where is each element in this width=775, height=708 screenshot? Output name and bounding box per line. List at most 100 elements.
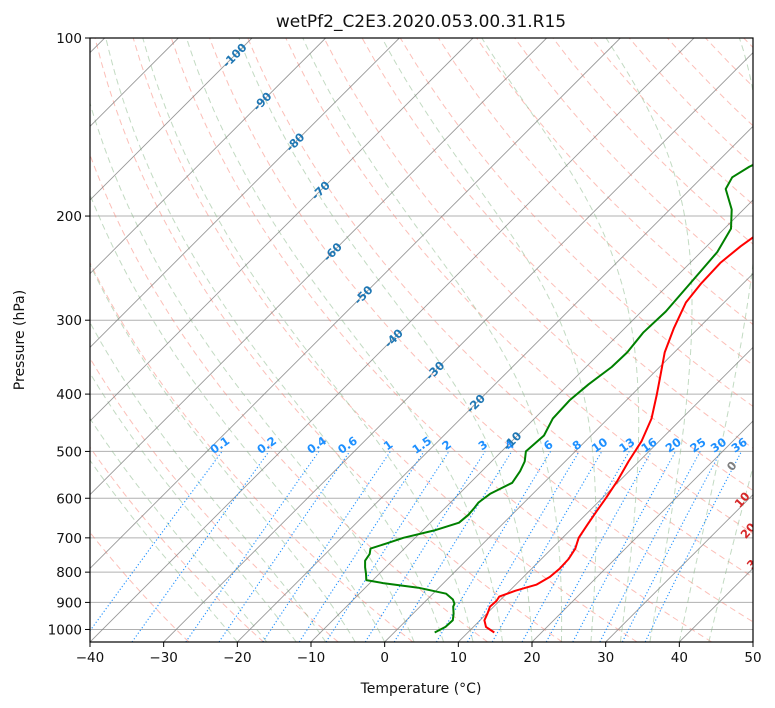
isotherm-line: [679, 567, 753, 642]
dry-adiabat-line: [90, 446, 264, 642]
moist-adiabat-line: [605, 38, 693, 642]
dry-adiabat-line: [90, 531, 190, 642]
isotherm-line: [90, 38, 400, 348]
moist-adiabat-line: [90, 417, 268, 642]
dry-adiabat-line: [90, 153, 488, 642]
mixing-ratio-line: [298, 451, 425, 642]
moist-adiabat-line: [708, 465, 753, 642]
moist-adiabat-line: [481, 38, 640, 642]
dewpoint-profile-line: [364, 163, 753, 634]
y-tick-label: 1000: [48, 622, 82, 638]
mixing-ratio-label: 36: [729, 435, 750, 456]
isotherm-line: [90, 38, 695, 642]
mixing-ratio-line: [467, 451, 580, 642]
x-tick-label: 30: [597, 650, 614, 666]
x-tick-label: −10: [297, 650, 326, 666]
mixing-ratio-line: [364, 451, 486, 642]
dry-adiabat-line: [90, 261, 414, 642]
dry-adiabat-line: [247, 38, 753, 578]
moist-adiabat-label: 30: [744, 551, 765, 572]
isotherm-line: [752, 641, 753, 642]
moist-adiabat-line: [90, 321, 327, 642]
isotherm-line: [384, 273, 753, 642]
moist-adiabat-line: [302, 38, 563, 642]
moist-adiabat-line: [90, 372, 297, 642]
mixing-ratio-label: 16: [638, 435, 659, 456]
x-tick-label: −30: [149, 650, 178, 666]
moist-adiabat-label: 40: [761, 577, 775, 598]
mixing-ratio-line: [262, 451, 391, 642]
y-tick-label: 200: [56, 209, 82, 225]
dry-adiabat-line: [94, 38, 563, 642]
mixing-ratio-label: 25: [687, 435, 708, 456]
dry-adiabat-line: [132, 38, 638, 642]
isotherm-line: [237, 125, 753, 642]
dry-adiabat-line: [667, 38, 753, 127]
x-tick-label: −40: [76, 650, 105, 666]
dry-adiabat-line: [590, 38, 753, 206]
moist-adiabat-line: [186, 38, 503, 642]
mixing-ratio-label: 1: [381, 437, 396, 453]
isotherm-line: [90, 38, 474, 422]
mixing-ratio-label: 0.1: [207, 434, 232, 457]
mixing-ratio-line: [491, 451, 603, 642]
mixing-ratio-label: 0.6: [335, 434, 360, 457]
dry-adiabat-line: [705, 38, 753, 88]
dry-adiabat-line: [90, 357, 339, 642]
isotherm-line: [458, 346, 753, 642]
dry-adiabat-line: [323, 38, 753, 492]
x-tick-label: 10: [450, 650, 467, 666]
mixing-ratio-label: 0.4: [304, 434, 329, 457]
plot-frame: [89, 37, 754, 643]
chart-title: wetPf2_C2E3.2020.053.00.31.R15: [276, 12, 566, 32]
moist-adiabat-line: [90, 193, 386, 642]
x-tick-label: −20: [223, 650, 252, 666]
isotherm-line: [531, 420, 753, 642]
x-tick-label: 40: [671, 650, 688, 666]
moist-adiabat-line: [142, 38, 474, 642]
y-tick-label: 500: [56, 444, 82, 460]
moist-adiabat-line: [238, 38, 533, 642]
temperature-profile-line: [483, 236, 753, 634]
dry-adiabat-line: [514, 38, 753, 285]
mixing-ratio-line: [325, 451, 450, 642]
x-tick-label: 20: [523, 650, 540, 666]
moist-adiabat-line: [678, 38, 753, 642]
isotherm-line: [90, 38, 326, 275]
dry-adiabat-line: [743, 38, 753, 49]
x-tick-label: 0: [380, 650, 389, 666]
dry-adiabat-line: [209, 38, 753, 623]
dry-adiabat-line: [170, 38, 712, 642]
moist-adiabat-label: 10: [732, 489, 753, 510]
mixing-ratio-label: 1.5: [409, 434, 434, 457]
isotherm-line: [90, 38, 621, 569]
x-axis-label: Temperature (°C): [360, 681, 482, 697]
isotherm-line: [163, 52, 753, 642]
mixing-ratio-line: [393, 451, 513, 642]
mixing-ratio-line: [572, 451, 676, 642]
mixing-ratio-line: [599, 451, 701, 642]
dry-adiabat-line: [552, 38, 753, 245]
background-lines-layer: [90, 38, 753, 642]
y-tick-label: 800: [56, 565, 82, 581]
moist-adiabat-line: [90, 459, 238, 642]
sounding-profiles: [364, 163, 753, 634]
mixing-ratio-label: 30: [708, 435, 729, 456]
y-tick-label: 100: [56, 31, 82, 47]
dry-adiabat-line: [285, 38, 753, 535]
x-tick-label: 50: [744, 650, 761, 666]
axis-ticks-layer: −40 −30 −20 −10 0 10 20 30 40 50 1000 900 800 700 600 5…: [48, 31, 762, 666]
y-tick-label: 600: [56, 491, 82, 507]
isotherm-line: [605, 494, 753, 642]
y-tick-label: 700: [56, 531, 82, 547]
mixing-ratio-line: [545, 451, 652, 642]
mixing-ratio-line: [131, 451, 270, 642]
y-tick-label: 900: [56, 595, 82, 611]
isotherm-line: [90, 38, 253, 201]
dry-adiabat-line: [437, 38, 753, 366]
y-tick-label: 400: [56, 387, 82, 403]
moist-adiabat-line: [90, 263, 356, 642]
isotherm-line: [310, 199, 753, 642]
mixing-ratio-line: [218, 451, 351, 642]
y-axis-label: Pressure (hPa): [12, 290, 28, 390]
